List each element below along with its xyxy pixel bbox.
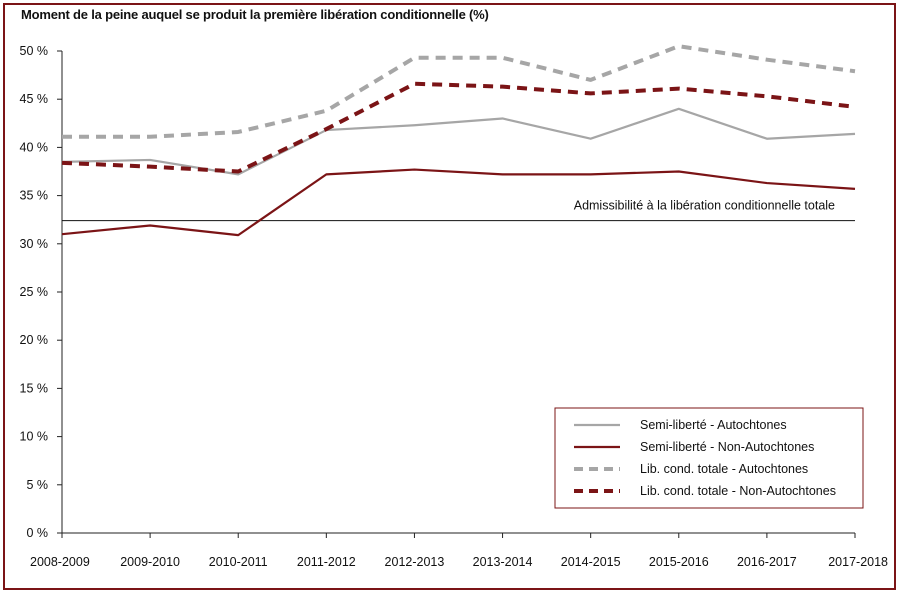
series-line-3 xyxy=(62,44,856,139)
x-tick-label: 2008-2009 xyxy=(30,555,90,569)
series-line-1 xyxy=(61,107,856,176)
y-tick-label: 20 % xyxy=(20,333,49,347)
y-tick-label: 0 % xyxy=(26,526,48,540)
y-tick-label: 30 % xyxy=(20,237,49,251)
x-tick-label: 2011-2012 xyxy=(297,555,356,569)
y-tick-label: 25 % xyxy=(20,285,49,299)
legend: Semi-liberté - Autochtones Semi-liberté -… xyxy=(554,407,864,509)
series-line-2 xyxy=(61,168,856,237)
y-tick-label: 10 % xyxy=(20,430,49,444)
y-tick-label: 5 % xyxy=(26,478,48,492)
legend-label-1: Semi-liberté - Autochtones xyxy=(640,418,787,432)
reference-line-label: Admissibilité à la libération conditionn… xyxy=(574,199,835,213)
x-tick-label: 2013-2014 xyxy=(473,555,533,569)
axes: 0 % 5 % 10 % 15 % 20 % 25 % 30 % 35 % 40 % 45 % 50… xyxy=(20,44,889,569)
chart-title: Moment de la peine auquel se produit la … xyxy=(21,7,489,22)
x-tick-label: 2017-2018 xyxy=(828,555,888,569)
x-tick-label: 2009-2010 xyxy=(120,555,180,569)
x-tick-label: 2014-2015 xyxy=(561,555,621,569)
y-tick-label: 15 % xyxy=(20,381,49,395)
y-tick-label: 50 % xyxy=(20,44,49,58)
y-tick-label: 40 % xyxy=(20,140,49,154)
series-lines xyxy=(61,44,856,237)
y-tick-label: 35 % xyxy=(20,189,49,203)
x-tick-label: 2012-2013 xyxy=(385,555,445,569)
legend-label-3: Lib. cond. totale - Autochtones xyxy=(640,462,808,476)
x-tick-label: 2015-2016 xyxy=(649,555,709,569)
series-line-4 xyxy=(61,81,856,174)
y-tick-label: 45 % xyxy=(20,92,49,106)
legend-label-2: Semi-liberté - Non-Autochtones xyxy=(640,440,814,454)
x-tick-label: 2010-2011 xyxy=(209,555,268,569)
x-tick-label: 2016-2017 xyxy=(737,555,797,569)
chart-frame xyxy=(3,3,896,590)
legend-label-4: Lib. cond. totale - Non-Autochtones xyxy=(640,484,836,498)
reference-line-group: Admissibilité à la libération conditionn… xyxy=(62,199,855,222)
